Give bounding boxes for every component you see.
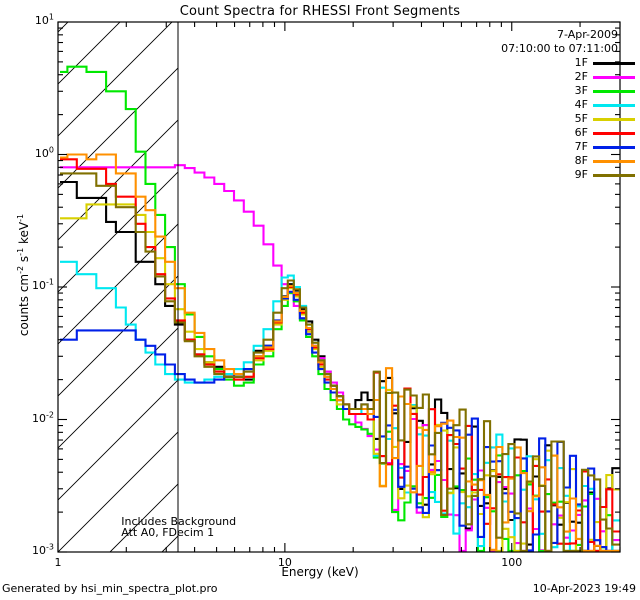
series-8F xyxy=(60,153,620,552)
legend-label-6F: 6F xyxy=(574,126,588,139)
footer-timestamp: 10-Apr-2023 19:49 xyxy=(532,582,636,595)
series-6F xyxy=(60,158,620,552)
legend-date: 7-Apr-2009 xyxy=(556,28,618,41)
legend-swatch-7F xyxy=(593,146,635,149)
legend-item-8F: 8F xyxy=(540,154,640,168)
annotation-1: Att A0, FDecim 1 xyxy=(121,525,215,539)
x-tick-100: 100 xyxy=(501,556,523,569)
legend-item-3F: 3F xyxy=(540,84,640,98)
spectra-curves xyxy=(60,65,620,552)
excluded-band-hatching xyxy=(58,22,178,552)
legend-swatch-5F xyxy=(593,118,635,121)
legend-item-6F: 6F xyxy=(540,126,640,140)
legend-item-7F: 7F xyxy=(540,140,640,154)
legend-label-4F: 4F xyxy=(574,98,588,111)
legend-time-range: 07:10:00 to 07:11:00 xyxy=(501,42,618,55)
legend-swatch-6F xyxy=(593,132,635,135)
legend-item-9F: 9F xyxy=(540,168,640,182)
legend-swatch-2F xyxy=(593,76,635,79)
legend-label-8F: 8F xyxy=(574,154,588,167)
legend-label-3F: 3F xyxy=(574,84,588,97)
legend-label-1F: 1F xyxy=(574,56,588,69)
y-tick-10-3: 10-3 xyxy=(32,542,54,557)
legend-swatch-8F xyxy=(593,160,635,163)
y-tick-10-1: 10-1 xyxy=(32,277,54,292)
x-axis-label: Energy (keV) xyxy=(281,565,359,579)
legend-swatch-3F xyxy=(593,90,635,93)
legend-item-5F: 5F xyxy=(540,112,640,126)
legend-swatch-9F xyxy=(593,174,635,177)
axes-frame xyxy=(57,21,621,553)
legend-label-7F: 7F xyxy=(574,140,588,153)
y-tick-10-2: 10-2 xyxy=(32,409,54,425)
page-title: Count Spectra for RHESSI Front Segments xyxy=(179,4,461,19)
y-axis-label: counts cm-2 s-1 keV-1 xyxy=(16,213,31,337)
y-tick-101: 101 xyxy=(34,12,54,27)
footer-generator: Generated by hsi_min_spectra_plot.pro xyxy=(2,582,218,595)
annotation-0: Includes Background xyxy=(121,515,237,529)
series-9F xyxy=(60,172,620,552)
legend-label-5F: 5F xyxy=(574,112,588,125)
series-7F xyxy=(60,290,620,552)
legend-item-2F: 2F xyxy=(540,70,640,84)
y-tick-100: 100 xyxy=(34,144,54,160)
legend-item-1F: 1F xyxy=(540,56,640,70)
legend-label-2F: 2F xyxy=(574,70,588,83)
legend-swatch-1F xyxy=(593,62,635,65)
legend-label-9F: 9F xyxy=(574,168,588,181)
x-tick-10: 10 xyxy=(277,556,292,569)
series-4F xyxy=(60,260,620,552)
x-tick-1: 1 xyxy=(54,556,62,569)
series-3F xyxy=(60,65,620,552)
legend-item-4F: 4F xyxy=(540,98,640,112)
legend-swatch-4F xyxy=(593,104,635,107)
